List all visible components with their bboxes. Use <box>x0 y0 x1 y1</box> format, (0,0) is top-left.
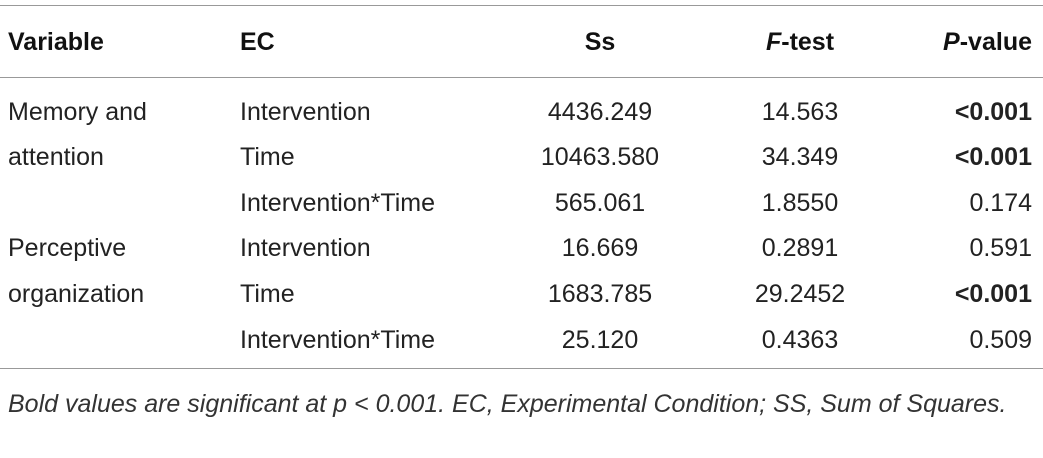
header-cell: P-value <box>943 27 1032 57</box>
table-cell: Time <box>240 280 295 308</box>
table-cell: 29.2452 <box>754 280 846 308</box>
header-text: Variable <box>8 28 104 56</box>
table-cell: <0.001 <box>954 280 1032 308</box>
header-text: -value <box>959 28 1032 56</box>
table-cell: Time <box>240 143 295 171</box>
header-cell: Ss <box>585 27 616 57</box>
header-italic: F <box>765 28 782 56</box>
table-cell: 0.2891 <box>761 234 839 262</box>
table-cell: organization <box>8 280 145 308</box>
table-cell: 565.061 <box>554 189 646 217</box>
header-rule <box>0 77 1043 78</box>
table-cell: 1683.785 <box>547 280 653 308</box>
table-cell: <0.001 <box>954 143 1032 171</box>
table-cell: 10463.580 <box>540 143 660 171</box>
table-cell: 1.8550 <box>761 189 839 217</box>
table-cell: 0.591 <box>969 234 1032 262</box>
header-cell: F-test <box>766 27 834 57</box>
header-cell: Variable <box>8 27 104 57</box>
table-cell: 4436.249 <box>547 98 653 126</box>
top-rule <box>0 5 1043 6</box>
header-text: Ss <box>584 28 616 56</box>
footnote: Bold values are significant at p < 0.001… <box>8 390 1007 418</box>
header-text: EC <box>240 28 275 56</box>
header-cell: EC <box>240 27 275 57</box>
table-cell: Intervention <box>240 234 371 262</box>
header-italic: P <box>943 28 960 56</box>
table-cell: 14.563 <box>761 98 839 126</box>
table-cell: Intervention*Time <box>240 189 435 217</box>
table-cell: 34.349 <box>761 143 839 171</box>
bottom-rule <box>0 368 1043 369</box>
table-cell: 25.120 <box>561 326 639 354</box>
table-cell: Intervention*Time <box>240 326 435 354</box>
table-cell: attention <box>8 143 104 171</box>
table-cell: Intervention <box>240 98 371 126</box>
table-cell: Memory and <box>8 98 147 126</box>
table-cell: 16.669 <box>561 234 639 262</box>
header-text: -test <box>781 28 835 56</box>
table-cell: Perceptive <box>8 234 127 262</box>
table-cell: <0.001 <box>954 98 1032 126</box>
table-cell: 0.4363 <box>761 326 839 354</box>
table-cell: 0.509 <box>969 326 1032 354</box>
table-cell: 0.174 <box>969 189 1032 217</box>
